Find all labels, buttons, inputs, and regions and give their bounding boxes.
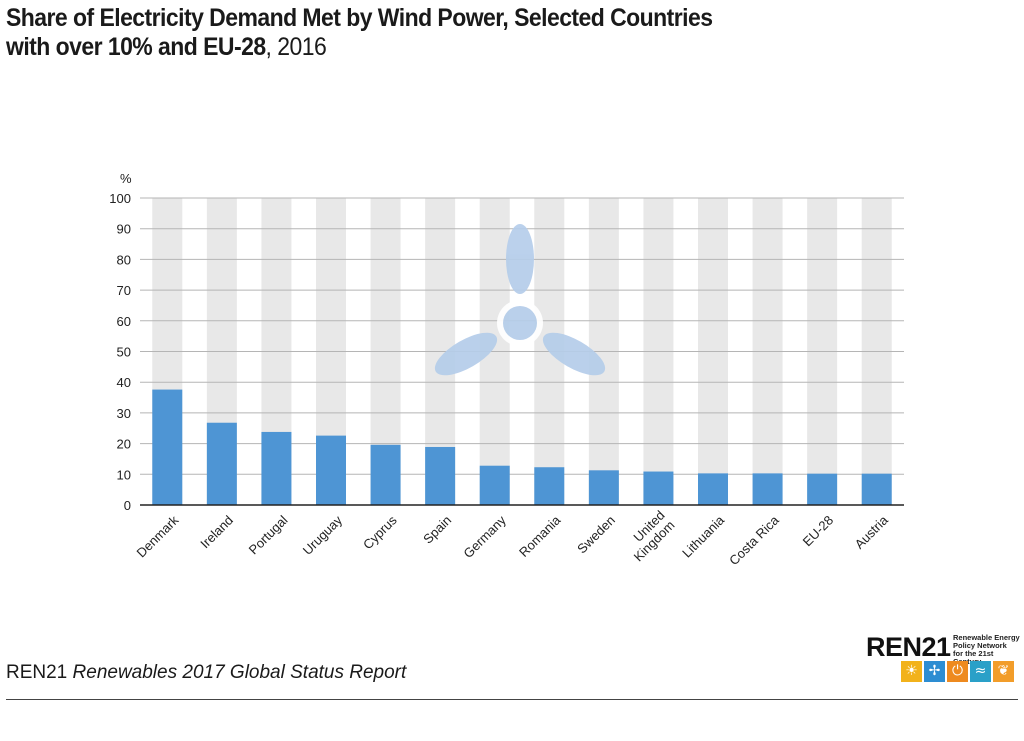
bar-denmark <box>152 389 183 505</box>
footer-org: REN21 <box>6 662 68 683</box>
y-tick-label: 40 <box>117 375 131 390</box>
bar-united-kingdom <box>643 471 674 505</box>
power-icon: ⏻ <box>947 661 968 682</box>
y-tick-label: 0 <box>124 498 131 513</box>
x-tick-label: Sweden <box>574 513 618 557</box>
footer-divider <box>6 699 1018 700</box>
bar-uruguay <box>316 435 346 505</box>
bar-germany <box>479 465 510 505</box>
y-tick-label: 90 <box>117 222 131 237</box>
x-tick-label: Ireland <box>197 513 236 552</box>
turbine-hub <box>503 306 537 340</box>
bar-spain <box>425 446 456 505</box>
logo-word-number: 21 <box>921 632 952 662</box>
bar-costa-rica <box>752 473 783 505</box>
title-line-1: Share of Electricity Demand Met by Wind … <box>6 4 713 32</box>
bar-sweden <box>588 470 619 505</box>
y-axis-label: % <box>120 171 132 186</box>
bar-romania <box>534 467 565 505</box>
logo-tagline-1: Renewable Energy <box>953 633 1020 642</box>
y-tick-label: 10 <box>117 467 131 482</box>
x-tick-label: EU-28 <box>800 513 837 550</box>
turbine-blade <box>542 332 606 376</box>
x-tick-label: Costa Rica <box>726 512 782 568</box>
turbine-blade <box>506 224 534 294</box>
logo-word-letters: REN <box>866 632 922 662</box>
leaf-icon: ❦ <box>993 661 1014 682</box>
x-tick-label: Romania <box>516 512 564 560</box>
x-tick-label: Spain <box>420 513 454 547</box>
x-tick-label: Uruguay <box>300 512 346 558</box>
bar-ireland <box>206 422 237 505</box>
x-tick-label: Austria <box>852 512 892 552</box>
x-tick-label: Germany <box>460 512 509 561</box>
wind-icon: ✢ <box>924 661 945 682</box>
y-tick-label: 50 <box>117 345 131 360</box>
logo-icon-row: ☀ ✢ ⏻ ≈ ❦ <box>901 661 1014 682</box>
bar-portugal <box>261 431 292 505</box>
bar-lithuania <box>698 473 728 505</box>
ren21-logo: REN21 Renewable Energy Policy Network fo… <box>866 632 1021 684</box>
title-year: , 2016 <box>265 33 327 61</box>
y-tick-label: 100 <box>109 191 131 206</box>
footer-report: Renewables 2017 Global Status Report <box>72 662 407 683</box>
logo-tagline-2: Policy Network <box>953 641 1007 650</box>
x-tick-label: Denmark <box>134 512 182 560</box>
logo-wordmark: REN21 <box>866 632 951 662</box>
title-line-2-bold: with over 10% and EU-28 <box>6 33 266 61</box>
bar-cyprus <box>370 444 401 505</box>
y-tick-label: 70 <box>117 283 131 298</box>
bar-austria <box>861 473 892 505</box>
footer-source: REN21 Renewables 2017 Global Status Repo… <box>6 662 406 684</box>
wind-turbine-icon <box>434 224 606 376</box>
chart-title: Share of Electricity Demand Met by Wind … <box>6 4 1006 62</box>
bar-eu-28 <box>807 473 838 505</box>
y-tick-label: 60 <box>117 314 131 329</box>
turbine-blade <box>434 332 498 376</box>
y-tick-label: 80 <box>117 252 131 267</box>
title-line-2: with over 10% and EU-28, 2016 <box>6 33 926 62</box>
x-tick-label: Lithuania <box>679 512 727 560</box>
bar-chart: 0 10 20 30 40 50 60 70 80 90 100% Denmark Ireland Por… <box>109 171 904 568</box>
y-tick-label: 20 <box>117 437 131 452</box>
x-tick-label: Portugal <box>246 512 291 557</box>
sun-icon: ☀ <box>901 661 922 682</box>
y-tick-label: 30 <box>117 406 131 421</box>
x-tick-label: Cyprus <box>360 512 400 552</box>
water-icon: ≈ <box>970 661 991 682</box>
x-tick-label: UnitedKingdom <box>621 508 678 565</box>
